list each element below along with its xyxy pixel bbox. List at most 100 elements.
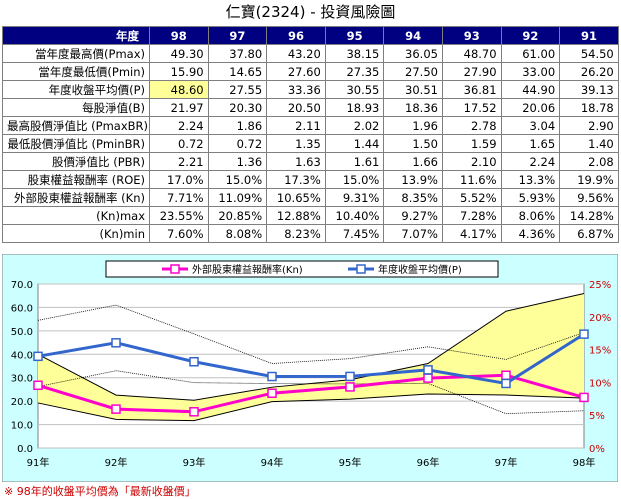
series-point-1 [579,329,589,339]
table-cell: 6.87% [559,224,619,243]
table-cell: 18.36 [383,98,443,117]
table-row: 最低股價淨值比 (PminBR) 0.72 0.72 1.35 1.44 1.50 1.59… [2,134,619,153]
series-line-1 [37,332,585,386]
table-cell: 14.65 [207,62,268,81]
kn-max-line [37,293,585,401]
kn-range-band [38,293,584,421]
table-cell: 2.02 [324,116,385,135]
price-max-line [37,304,585,364]
table-cell: 44.90 [500,80,561,99]
year-header: 98 [149,26,209,45]
table-cell: 1.50 [383,134,443,153]
table-cell: 4.17% [441,224,502,243]
table-row: 每股淨值(B) 21.97 20.30 20.50 18.93 18.36 17.52 20.… [2,98,619,117]
legend-swatch-marker [170,264,180,274]
chart-legend: 外部股東權益報酬率(Kn) 年度收盤平均價(P) [105,260,499,278]
table-cell: 9.27% [383,206,443,225]
table-cell: 1.40 [559,134,619,153]
table-cell: 2.08 [559,152,619,171]
table-cell: 10.65% [266,188,326,207]
table-cell: 39.13 [559,80,619,99]
series-point-1 [345,371,355,382]
x-tick-label: 95年 [339,456,362,469]
row-label: (Kn)min [2,224,150,243]
year-header: 93 [441,26,502,45]
table-cell: 1.59 [441,134,502,153]
table-cell: 26.20 [559,62,619,81]
table-cell: 1.61 [324,152,385,171]
y-left-tick-label: 10.0 [11,421,33,432]
table-cell: 7.60% [149,224,209,243]
table-cell: 23.55% [149,206,209,225]
table-row: 股東權益報酬率 (ROE) 17.0% 15.0% 17.3% 15.0% 13.9% 11… [2,170,619,189]
year-header-label: 年度 [2,26,150,45]
table-cell: 17.3% [266,170,326,189]
table-cell: 30.55 [324,80,385,99]
y-left-tick-label: 70.0 [11,280,33,291]
row-label: 股價淨值比 (PBR) [2,152,150,171]
table-cell: 2.11 [266,116,326,135]
table-cell: 13.3% [500,170,561,189]
table-cell: 48.70 [441,44,502,63]
page-title: 仁寶(2324) - 投資風險圖 [225,3,396,21]
table-cell: 12.88% [266,206,326,225]
y-right-tick-label: 0% [589,444,605,455]
table-cell: 27.60 [266,62,326,81]
y-left-tick-label: 60.0 [11,303,33,314]
table-cell: 3.04 [500,116,561,135]
table-cell: 2.21 [149,152,209,171]
table-cell: 0.72 [207,134,268,153]
table-row: 股價淨值比 (PBR) 2.21 1.36 1.63 1.61 1.66 2.10 2.24 2… [2,152,619,171]
y-left-tick-label: 40.0 [11,350,33,361]
table-cell: 54.50 [559,44,619,63]
table-cell: 1.63 [266,152,326,171]
row-label: 年度收盤平均價(P) [2,80,150,99]
x-tick-label: 97年 [495,456,518,469]
year-header: 96 [266,26,326,45]
table-cell: 2.90 [559,116,619,135]
table-row: 年度收盤平均價(P) 48.60 27.55 33.36 30.55 30.51 36.81… [2,80,619,99]
table-cell: 17.0% [149,170,209,189]
y-right-tick-label: 25% [589,280,611,291]
x-tick-label: 91年 [27,456,50,469]
table-cell: 2.10 [441,152,502,171]
table-cell: 10.40% [324,206,385,225]
series-point-0 [501,370,511,380]
x-tick-label: 98年 [573,456,596,469]
table-cell: 1.96 [383,116,443,135]
table-cell: 17.52 [441,98,502,117]
table-row: 外部股東權益報酬率 (Kn) 7.71% 11.09% 10.65% 9.31% 8.35… [2,188,619,207]
kn-min-line [37,393,585,422]
year-header: 94 [383,26,443,45]
table-cell: 2.78 [441,116,502,135]
table-cell: 11.6% [441,170,502,189]
table-cell: 1.65 [500,134,561,153]
table-cell: 15.90 [149,62,209,81]
table-cell: 36.81 [441,80,502,99]
series-point-0 [345,382,355,392]
table-cell: 48.60 [149,80,209,99]
legend-label: 年度收盤平均價(P) [378,263,462,276]
series-point-1 [423,365,433,375]
table-cell: 30.51 [383,80,443,99]
table-cell: 19.9% [559,170,619,189]
legend-label: 外部股東權益報酬率(Kn) [192,263,303,276]
row-label: 每股淨值(B) [2,98,150,117]
series-point-0 [579,392,589,403]
table-cell: 20.06 [500,98,561,117]
table-cell: 37.80 [207,44,268,63]
table-cell: 20.50 [266,98,326,117]
table-cell: 7.07% [383,224,443,243]
row-label: 最低股價淨值比 (PminBR) [2,134,150,153]
table-cell: 7.28% [441,206,502,225]
table-row: 當年度最高價(Pmax) 49.30 37.80 43.20 38.15 36.05 48.… [2,44,619,63]
year-header: 91 [559,26,619,45]
series-point-0 [189,407,199,417]
table-cell: 49.30 [149,44,209,63]
row-label: 外部股東權益報酬率 (Kn) [2,188,150,207]
table-row: (Kn)max 23.55% 20.85% 12.88% 10.40% 9.27% 7.28… [2,206,619,225]
table-cell: 7.45% [324,224,385,243]
price-min-line [37,370,585,415]
table-cell: 1.86 [207,116,268,135]
table-cell: 43.20 [266,44,326,63]
